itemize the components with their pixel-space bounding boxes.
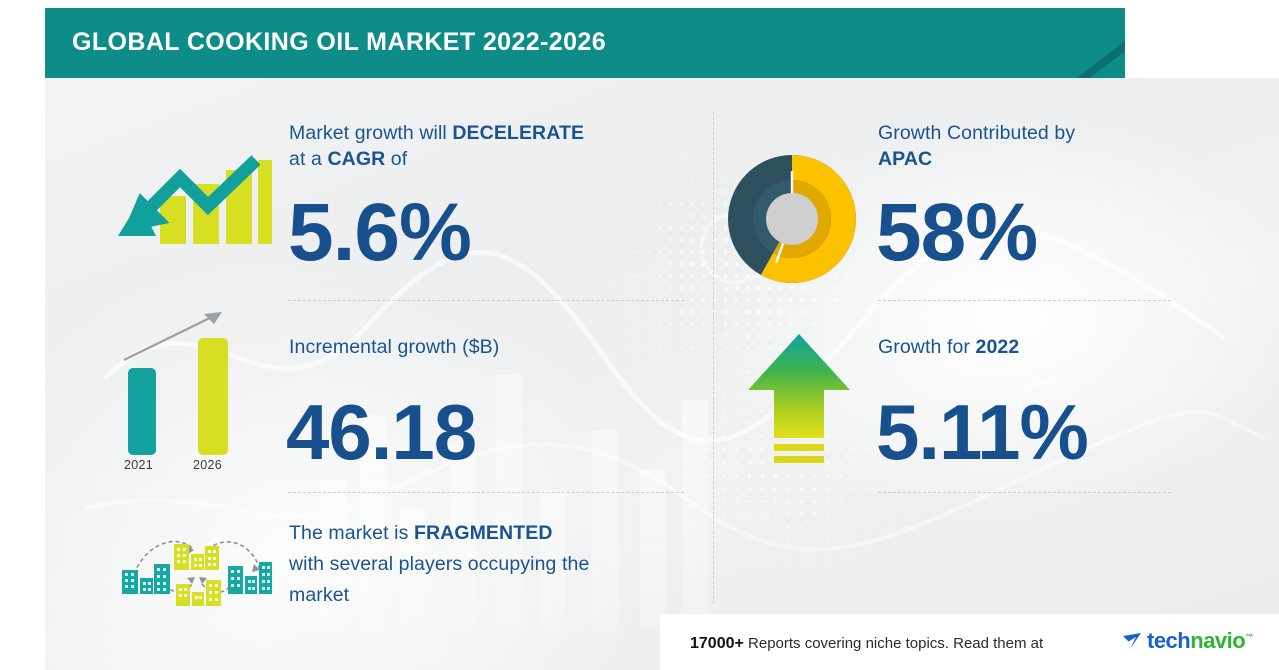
growth-bar-label-2021: 2021 (124, 458, 154, 472)
fragmented-text-b: with several players occupying the (289, 553, 590, 575)
technavio-logo[interactable]: technavio™ (1122, 630, 1253, 652)
growth2022-text-a: Growth for (878, 336, 976, 358)
row-divider-left-2 (288, 492, 684, 493)
fragmented-description: The market is FRAGMENTED with several pl… (289, 518, 689, 611)
logo-text-navio: navio (1190, 628, 1246, 653)
fragmented-text-bold: FRAGMENTED (413, 522, 553, 544)
declining-bar-chart-icon (108, 140, 273, 255)
incremental-growth-label: Incremental growth ($B) (289, 336, 500, 358)
growth2022-value: 5.11% (876, 388, 1089, 476)
up-arrow-icon (740, 330, 858, 470)
technavio-mark-icon (1123, 633, 1141, 649)
header-banner (45, 8, 1125, 78)
growth2022-description: Growth for 2022 (878, 334, 1019, 360)
footer-caption: Reports covering niche topics. Read them… (748, 635, 1044, 652)
logo-trademark: ™ (1245, 632, 1253, 642)
page-title: GLOBAL COOKING OIL MARKET 2022-2026 (72, 28, 607, 56)
logo-text-tech: tech (1147, 628, 1191, 653)
column-divider (713, 112, 714, 604)
row-divider-left-1 (288, 300, 684, 301)
apac-description: Growth Contributed by APAC (878, 120, 1168, 172)
fragmented-text-c: market (289, 584, 350, 606)
incremental-growth-value: 46.18 (286, 388, 477, 476)
cagr-text-decelerate: DECELERATE (452, 122, 585, 144)
row-divider-right-2 (878, 492, 1171, 493)
growth-bars-icon (110, 300, 270, 455)
apac-text-bold: APAC (878, 148, 933, 170)
footer-text: 17000+ Reports covering niche topics. Re… (690, 635, 1043, 653)
footer-report-count: 17000+ (690, 635, 744, 652)
growth2022-text-bold: 2022 (975, 336, 1020, 358)
row-divider-right-1 (878, 300, 1171, 301)
cagr-text-a: Market growth will (289, 122, 453, 144)
cagr-text-cagr: CAGR (327, 148, 386, 170)
apac-text-a: Growth Contributed by (878, 122, 1076, 144)
apac-value: 58% (876, 187, 1038, 278)
cagr-description: Market growth will DECELERATE at a CAGR … (289, 120, 689, 172)
cagr-value: 5.6% (288, 187, 472, 278)
cagr-text-c: of (385, 148, 408, 170)
city-network-icon (112, 522, 272, 608)
footer-bar (660, 614, 1279, 670)
cagr-text-b: at a (289, 148, 328, 170)
donut-chart-icon (726, 153, 858, 285)
fragmented-text-a: The market is (289, 522, 414, 544)
growth-bar-label-2026: 2026 (193, 458, 223, 472)
background-skyline (300, 330, 720, 630)
